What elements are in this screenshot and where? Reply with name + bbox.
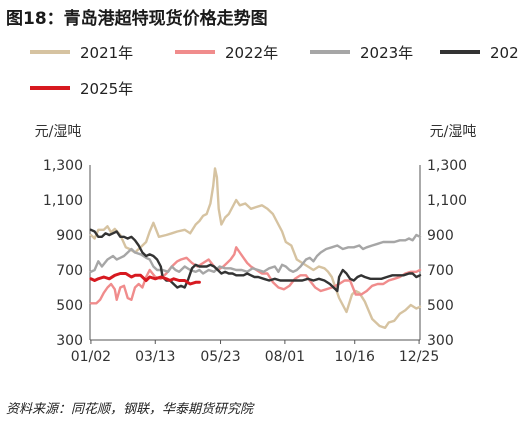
x-tick-label: 08/01	[265, 349, 305, 365]
legend-label: 2024年	[490, 44, 519, 62]
series-line-2021年	[89, 167, 422, 329]
legend-label: 2022年	[225, 44, 278, 62]
legend-label: 2023年	[360, 44, 413, 62]
y-axis-unit-right: 元/湿吨	[430, 124, 477, 140]
legend-label: 2025年	[80, 80, 133, 98]
y-tick-label-right: 300	[427, 333, 454, 349]
series-line-2023年	[89, 233, 422, 275]
series-line-2022年	[89, 246, 422, 305]
y-tick-label-left: 1,300	[43, 158, 83, 174]
y-tick-label-left: 500	[56, 298, 83, 314]
y-tick-label-left: 700	[56, 263, 83, 279]
y-tick-label-right: 1,100	[427, 193, 467, 209]
series-line-2024年	[89, 228, 422, 293]
legend-item: 2023年	[310, 44, 413, 62]
y-tick-label-right: 900	[427, 228, 454, 244]
legend-item: 2024年	[440, 44, 519, 62]
x-tick-label: 12/25	[399, 349, 439, 365]
y-tick-label-right: 1,300	[427, 158, 467, 174]
y-tick-label-left: 300	[56, 333, 83, 349]
x-tick-label: 05/23	[200, 349, 240, 365]
source-note: 资料来源：同花顺，钢联，华泰期货研究院	[6, 402, 254, 417]
plot-frame	[89, 165, 421, 341]
legend: 2021年 2022年 2023年 2024年 2025年	[30, 44, 519, 98]
y-tick-label-left: 900	[56, 228, 83, 244]
legend-label: 2021年	[80, 44, 133, 62]
legend-item: 2022年	[175, 44, 278, 62]
y-tick-label-right: 500	[427, 298, 454, 314]
x-ticks: 01/02 03/13 05/23 08/01 10/16 12/25	[71, 340, 439, 365]
x-tick-label: 10/16	[335, 349, 375, 365]
x-tick-label: 03/13	[135, 349, 175, 365]
figure-title: 图18：青岛港超特现货价格走势图	[6, 9, 268, 29]
legend-item: 2025年	[30, 80, 133, 98]
series-lines	[89, 167, 422, 329]
y-axis-unit-left: 元/湿吨	[35, 124, 82, 140]
series-line-2025年	[89, 272, 201, 286]
y-ticks-right: 1,300 1,100 900 700 500 300	[427, 158, 467, 349]
y-ticks-left: 1,300 1,100 900 700 500 300	[43, 158, 83, 349]
y-tick-label-right: 700	[427, 263, 454, 279]
y-tick-label-left: 1,100	[43, 193, 83, 209]
x-tick-label: 01/02	[71, 349, 111, 365]
legend-item: 2021年	[30, 44, 133, 62]
